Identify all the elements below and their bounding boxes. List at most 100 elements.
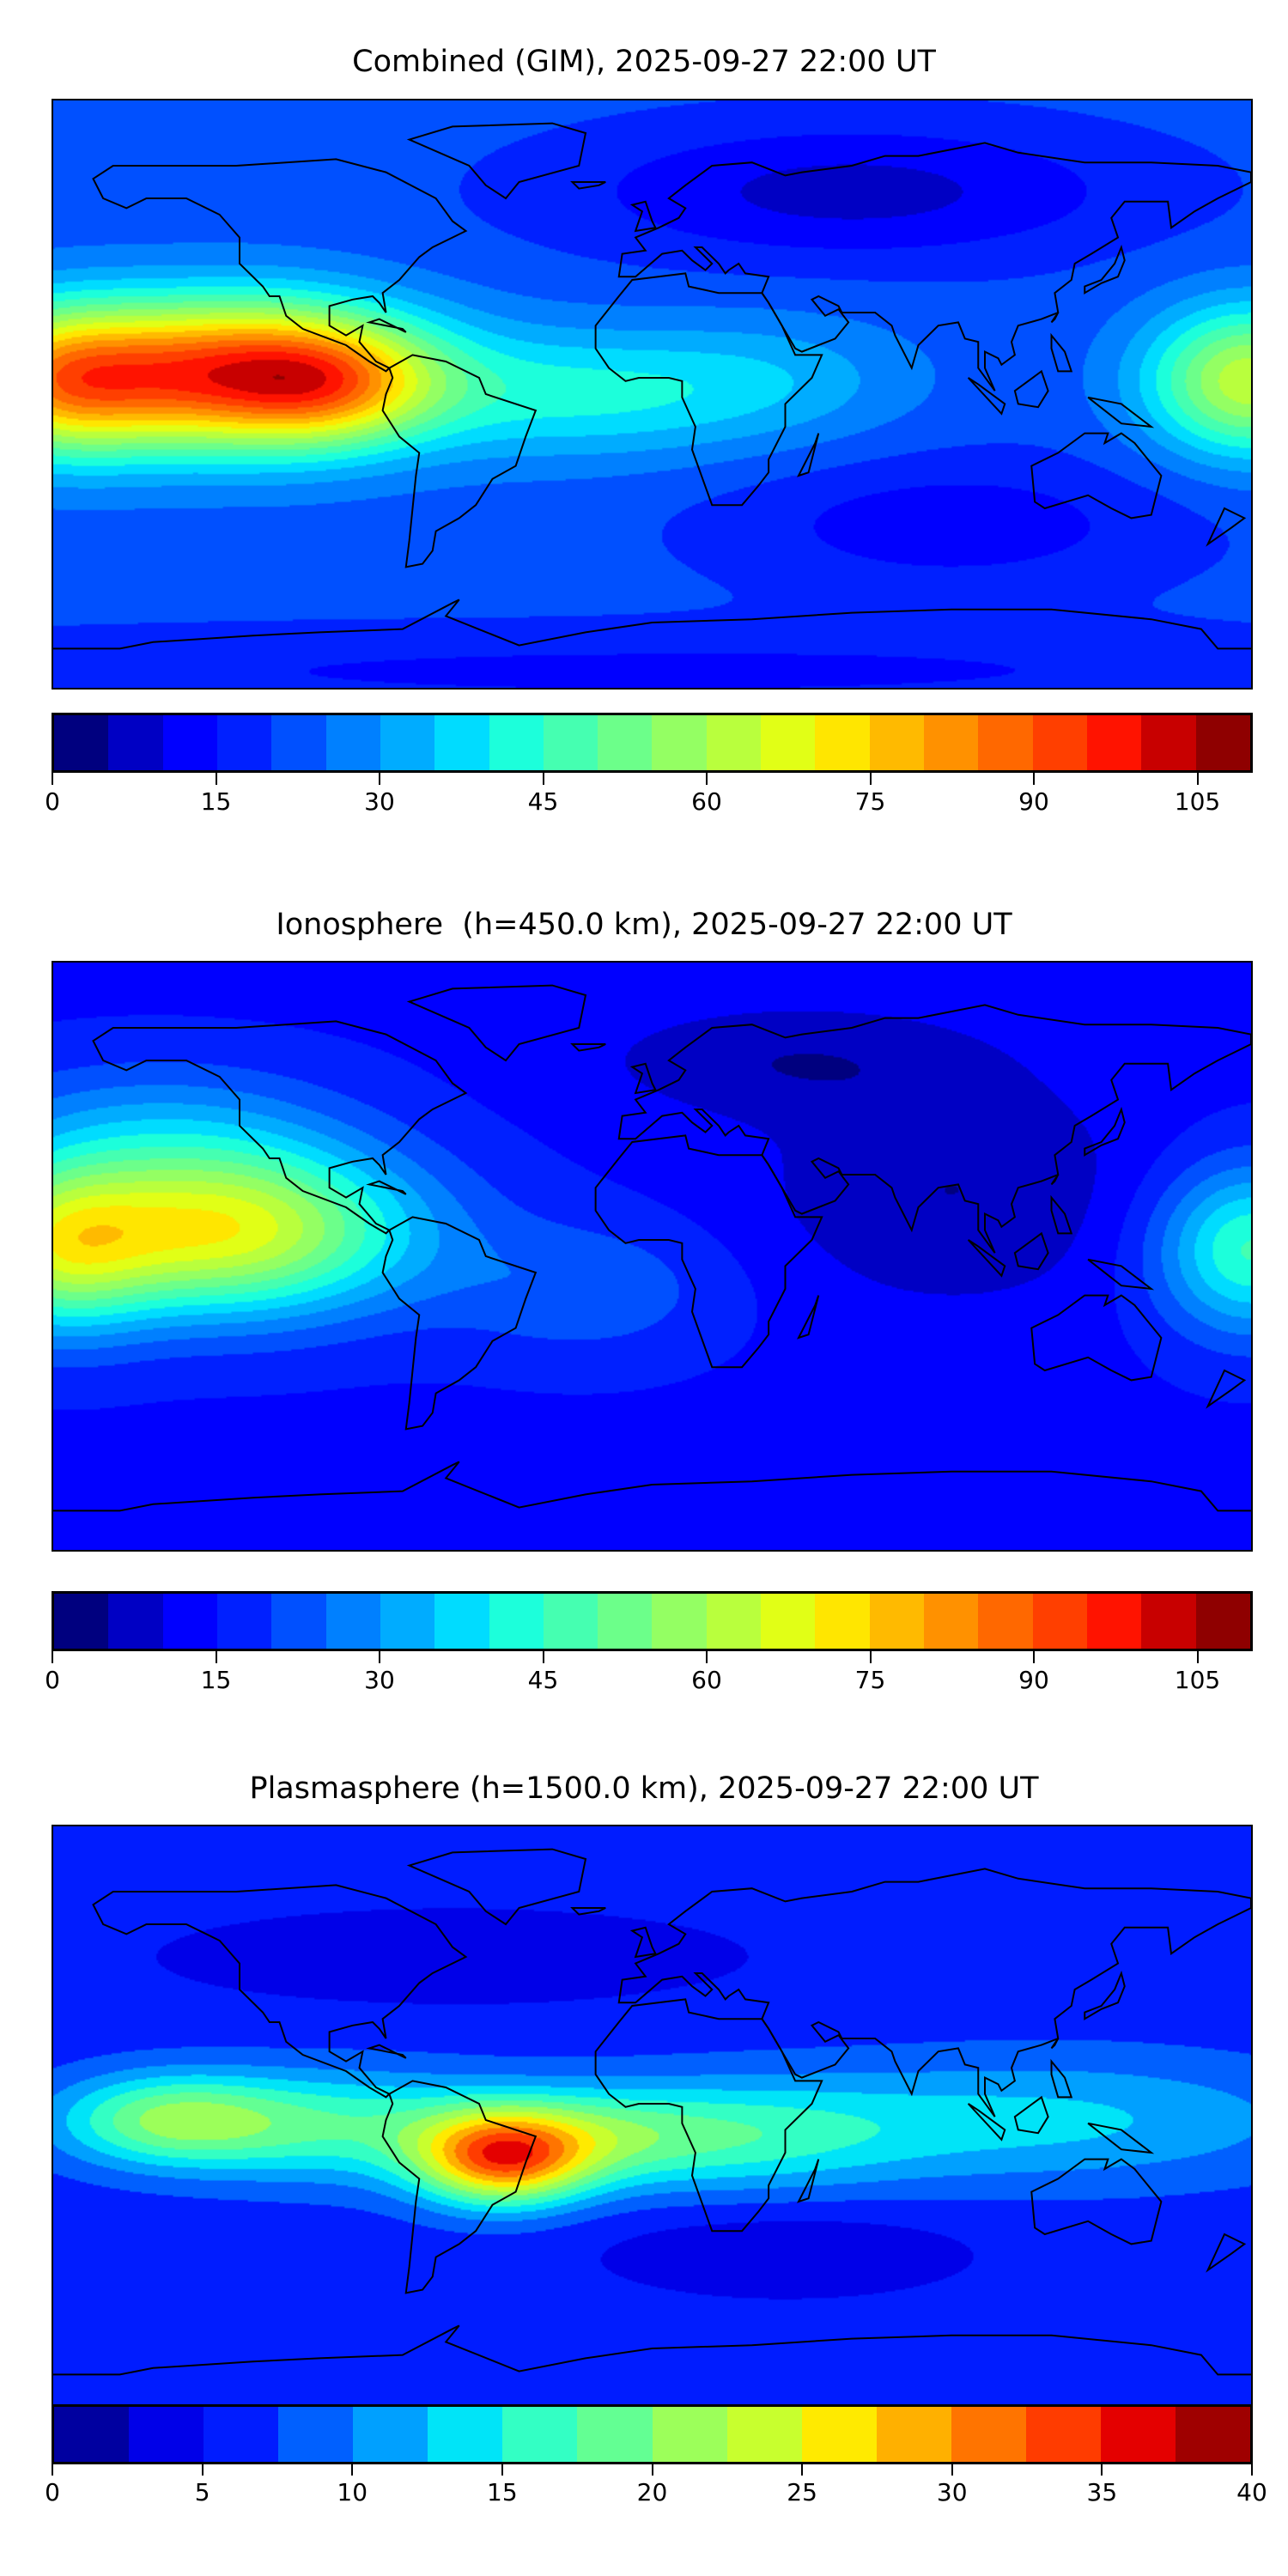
coastline <box>94 1021 466 1233</box>
coastline <box>383 1217 536 1429</box>
coastline <box>1208 1370 1245 1406</box>
coastline <box>1084 1109 1125 1155</box>
coastline <box>1052 1175 1059 1184</box>
coastline <box>619 1005 1251 1253</box>
colorbar-bin <box>924 1594 979 1649</box>
panel-2-coastlines <box>53 963 1251 1550</box>
colorbar-tick-label: 60 <box>691 787 722 816</box>
colorbar-bin <box>1100 2407 1176 2462</box>
colorbar-bin <box>216 715 272 770</box>
coastline <box>596 273 823 505</box>
coastline <box>632 1064 655 1093</box>
coastline <box>632 1928 655 1957</box>
colorbar-bin <box>652 1594 707 1649</box>
colorbar-tick-label: 105 <box>1174 787 1221 816</box>
colorbar-bin <box>978 1594 1033 1649</box>
panel-2-tec-field <box>53 963 1251 1550</box>
coastline <box>1031 2160 1161 2245</box>
colorbar-tick <box>801 2464 804 2476</box>
colorbar-bin <box>216 1594 272 1649</box>
panel-2-map <box>52 961 1253 1552</box>
coastline <box>1052 2038 1059 2048</box>
colorbar-bin <box>652 715 707 770</box>
colorbar-bin <box>325 1594 380 1649</box>
coastline <box>1208 2234 1245 2270</box>
colorbar-tick <box>542 773 544 785</box>
coastline-antarctica <box>53 2325 1251 2374</box>
colorbar-tick <box>351 2464 354 2476</box>
colorbar-bin <box>815 1594 870 1649</box>
coastline-antarctica <box>53 1461 1251 1510</box>
panel-1-title: Combined (GIM), 2025-09-27 22:00 UT <box>352 45 936 79</box>
coastline <box>410 1850 586 1924</box>
colorbar-tick <box>1196 773 1199 785</box>
coastline <box>1015 2097 1048 2133</box>
colorbar-tick-label: 10 <box>337 2478 368 2506</box>
colorbar-bin <box>434 1594 489 1649</box>
panel-2-colorbar <box>52 1591 1253 1651</box>
colorbar-bin <box>489 715 544 770</box>
coastline <box>596 1999 823 2231</box>
coastline <box>573 1908 606 1915</box>
colorbar-bin <box>162 1594 217 1649</box>
colorbar-bin <box>1141 1594 1196 1649</box>
colorbar-bin <box>869 715 924 770</box>
colorbar-bin <box>924 715 979 770</box>
panel-3-colorbar <box>52 2404 1253 2464</box>
coastline <box>1052 313 1059 322</box>
coastline <box>799 434 818 476</box>
coastline <box>1208 508 1245 544</box>
panel-1-map <box>52 99 1253 690</box>
colorbar-tick-label: 0 <box>45 2478 60 2506</box>
coastline <box>1015 1233 1048 1269</box>
colorbar-bin <box>543 1594 598 1649</box>
colorbar-tick <box>52 773 53 785</box>
colorbar-tick-label: 45 <box>527 787 559 816</box>
colorbar-bin <box>815 715 870 770</box>
colorbar-bin <box>380 715 435 770</box>
colorbar-tick-label: 45 <box>527 1666 559 1694</box>
colorbar-bin <box>1025 2407 1101 2462</box>
coastline-antarctica <box>53 599 1251 648</box>
colorbar-bin <box>1195 1594 1250 1649</box>
colorbar-tick-label: 30 <box>936 2478 968 2506</box>
coastline <box>383 2081 536 2293</box>
colorbar-bin <box>1141 715 1196 770</box>
coastline <box>410 986 586 1060</box>
panel-3-coastlines <box>53 1826 1251 2414</box>
coastline <box>1052 1198 1072 1234</box>
coastline <box>1088 398 1151 427</box>
coastline <box>799 2160 818 2202</box>
colorbar-tick <box>869 773 872 785</box>
panel-1-coastlines <box>53 100 1251 688</box>
colorbar-bin <box>1175 2407 1250 2462</box>
coastline <box>969 2104 1005 2140</box>
panel-1-colorbar <box>52 713 1253 773</box>
colorbar-tick-label: 20 <box>636 2478 668 2506</box>
colorbar-tick <box>201 2464 204 2476</box>
coastline <box>1052 336 1072 372</box>
coastline <box>1015 371 1048 407</box>
coastline <box>1031 434 1161 519</box>
colorbar-bin <box>108 1594 163 1649</box>
colorbar-bin <box>801 2407 877 2462</box>
colorbar-bin <box>325 715 380 770</box>
colorbar-tick <box>1033 773 1035 785</box>
coastline <box>1088 2123 1151 2153</box>
colorbar-bin <box>489 1594 544 1649</box>
colorbar-tick <box>1101 2464 1103 2476</box>
coastline <box>94 159 466 371</box>
colorbar-bin <box>1032 715 1087 770</box>
colorbar-tick-label: 60 <box>691 1666 722 1694</box>
coastline <box>573 1044 606 1051</box>
colorbar-tick-label: 15 <box>487 2478 518 2506</box>
colorbar-bin <box>869 1594 924 1649</box>
coastline <box>596 1135 823 1367</box>
colorbar-bin <box>54 2407 130 2462</box>
colorbar-bin <box>543 715 598 770</box>
colorbar-bin <box>108 715 163 770</box>
colorbar-tick-label: 30 <box>364 1666 395 1694</box>
colorbar-tick <box>1251 2464 1253 2476</box>
colorbar-tick <box>706 773 708 785</box>
colorbar-bin <box>162 715 217 770</box>
